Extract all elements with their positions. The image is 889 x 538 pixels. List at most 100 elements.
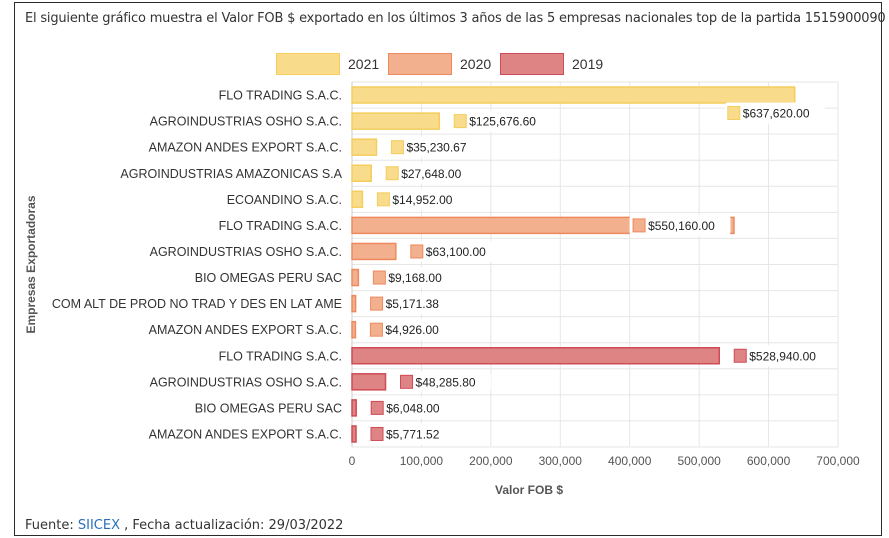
legend-item-2019[interactable]: 2019 (500, 53, 603, 75)
x-tick-label: 700,000 (816, 454, 860, 468)
data-label-swatch (727, 106, 741, 121)
data-label: $5,771.52 (386, 427, 440, 441)
data-label-swatch (370, 426, 384, 441)
bar-group-2021-flo-trading-s-a-c: FLO TRADING S.A.C. $637,620.00 (219, 86, 826, 124)
bar (351, 320, 357, 339)
legend-item-2020[interactable]: 2020 (388, 53, 491, 75)
legend-swatch-2021 (276, 53, 340, 75)
bar-group-2021-agroindustrias-osho-s-a-c: AGROINDUSTRIAS OSHO S.A.C. $125,676.60 (150, 110, 552, 132)
data-label: $27,648.00 (401, 167, 461, 181)
bar-group-2021-agroindustrias-amazonicas-s-a: AGROINDUSTRIAS AMAZONICAS S.A $27,648.00 (120, 162, 477, 184)
data-label-box (450, 110, 552, 132)
data-label-box (373, 188, 468, 210)
bar (351, 164, 372, 182)
data-label: $528,940.00 (749, 349, 816, 363)
y-axis-title: Empresas Exportadoras (24, 195, 38, 333)
x-tick-label: 0 (349, 454, 356, 468)
x-tick-label: 500,000 (677, 454, 721, 468)
bar (351, 190, 364, 209)
data-label-swatch (369, 322, 383, 337)
category-label: AGROINDUSTRIAS OSHO S.A.C. (150, 375, 342, 389)
x-tick-label: 200,000 (469, 454, 513, 468)
data-label-box (367, 293, 455, 315)
bar-group-2020-com-alt-de-prod-no-trad-y-des-en-lat-ame: COM ALT DE PROD NO TRAD Y DES EN LAT AME… (52, 293, 455, 315)
category-label: FLO TRADING S.A.C. (219, 89, 342, 103)
data-label-box (387, 136, 482, 158)
data-label-swatch (370, 296, 384, 311)
data-label-box (730, 345, 832, 367)
bar-group-2021-ecoandino-s-a-c: ECOANDINO S.A.C. $14,952.00 (227, 188, 468, 210)
update-date: , Fecha actualización: 29/03/2022 (119, 518, 344, 533)
bar (351, 425, 357, 443)
category-label: AGROINDUSTRIAS OSHO S.A.C. (150, 115, 342, 129)
data-label: $4,926.00 (385, 323, 439, 337)
x-tick-label: 300,000 (539, 454, 583, 468)
data-label: $14,952.00 (392, 193, 452, 207)
bar (351, 399, 357, 417)
data-label-box (629, 214, 731, 236)
x-tick-label: 600,000 (747, 454, 791, 468)
data-label-box (367, 397, 455, 419)
category-label: AMAZON ANDES EXPORT S.A.C. (149, 427, 342, 441)
legend-label-2021: 2021 (348, 56, 380, 72)
legend-label-2019: 2019 (572, 56, 604, 72)
data-label-box (397, 371, 492, 393)
bar (351, 294, 357, 313)
data-label-swatch (385, 166, 399, 181)
bar-group-2020-agroindustrias-osho-s-a-c: AGROINDUSTRIAS OSHO S.A.C. $63,100.00 (150, 240, 502, 262)
bar-group-2020-amazon-andes-export-s-a-c: AMAZON ANDES EXPORT S.A.C. $4,926.00 (149, 319, 455, 341)
source-link[interactable]: SIICEX (77, 518, 120, 533)
bar-group-2019-amazon-andes-export-s-a-c: AMAZON ANDES EXPORT S.A.C. $5,771.52 (149, 423, 455, 445)
data-label: $637,620.00 (743, 107, 810, 121)
legend-label-2020: 2020 (460, 56, 492, 72)
legend-swatch-2019 (500, 53, 564, 75)
category-label: COM ALT DE PROD NO TRAD Y DES EN LAT AME (52, 297, 342, 311)
category-label: BIO OMEGAS PERU SAC (195, 401, 342, 415)
category-label: AMAZON ANDES EXPORT S.A.C. (149, 323, 342, 337)
data-label: $5,171.38 (386, 297, 440, 311)
data-label: $9,168.00 (388, 271, 442, 285)
data-label-swatch (453, 114, 467, 129)
bar (351, 373, 387, 391)
bar (351, 242, 397, 261)
data-label: $550,160.00 (648, 219, 715, 233)
source-prefix: Fuente: (25, 518, 78, 533)
data-label-box (407, 240, 502, 262)
category-label: ECOANDINO S.A.C. (227, 193, 342, 207)
bar (351, 86, 796, 104)
category-label: FLO TRADING S.A.C. (219, 219, 342, 233)
chart-description: El siguiente gráfico muestra el Valor FO… (25, 11, 886, 26)
data-label-swatch (400, 374, 414, 389)
bar-group-2019-flo-trading-s-a-c: FLO TRADING S.A.C. $528,940.00 (219, 345, 832, 367)
data-label-swatch (390, 140, 404, 155)
x-tick-label: 400,000 (608, 454, 652, 468)
data-label-swatch (372, 270, 386, 285)
category-label: FLO TRADING S.A.C. (219, 349, 342, 363)
legend-swatch-2020 (388, 53, 452, 75)
data-label: $125,676.60 (469, 115, 536, 129)
data-label-box (724, 102, 826, 124)
data-label-box (369, 267, 457, 289)
bar (351, 347, 720, 365)
x-axis-title: Valor FOB $ (495, 483, 563, 497)
category-label: AGROINDUSTRIAS OSHO S.A.C. (150, 245, 342, 259)
bar (351, 268, 360, 287)
category-label: AMAZON ANDES EXPORT S.A.C. (149, 141, 342, 155)
bar-group-2019-agroindustrias-osho-s-a-c: AGROINDUSTRIAS OSHO S.A.C. $48,285.80 (150, 371, 492, 393)
bar-group-2020-bio-omegas-peru-sac: BIO OMEGAS PERU SAC $9,168.00 (195, 267, 457, 289)
data-label-swatch (733, 348, 747, 363)
data-label-swatch (410, 244, 424, 259)
x-tick-label: 100,000 (400, 454, 444, 468)
data-label-box (367, 423, 455, 445)
bar (351, 112, 441, 130)
data-label-swatch (370, 400, 384, 415)
data-label: $6,048.00 (386, 401, 440, 415)
bar (351, 138, 378, 156)
bar-group-2021-amazon-andes-export-s-a-c: AMAZON ANDES EXPORT S.A.C. $35,230.67 (149, 136, 482, 158)
data-label: $48,285.80 (416, 375, 476, 389)
bar-group-2020-flo-trading-s-a-c: FLO TRADING S.A.C. $550,160.00 (219, 214, 735, 236)
data-label-swatch (376, 192, 390, 207)
category-label: AGROINDUSTRIAS AMAZONICAS S.A (120, 167, 342, 181)
legend-item-2021[interactable]: 2021 (276, 53, 379, 75)
